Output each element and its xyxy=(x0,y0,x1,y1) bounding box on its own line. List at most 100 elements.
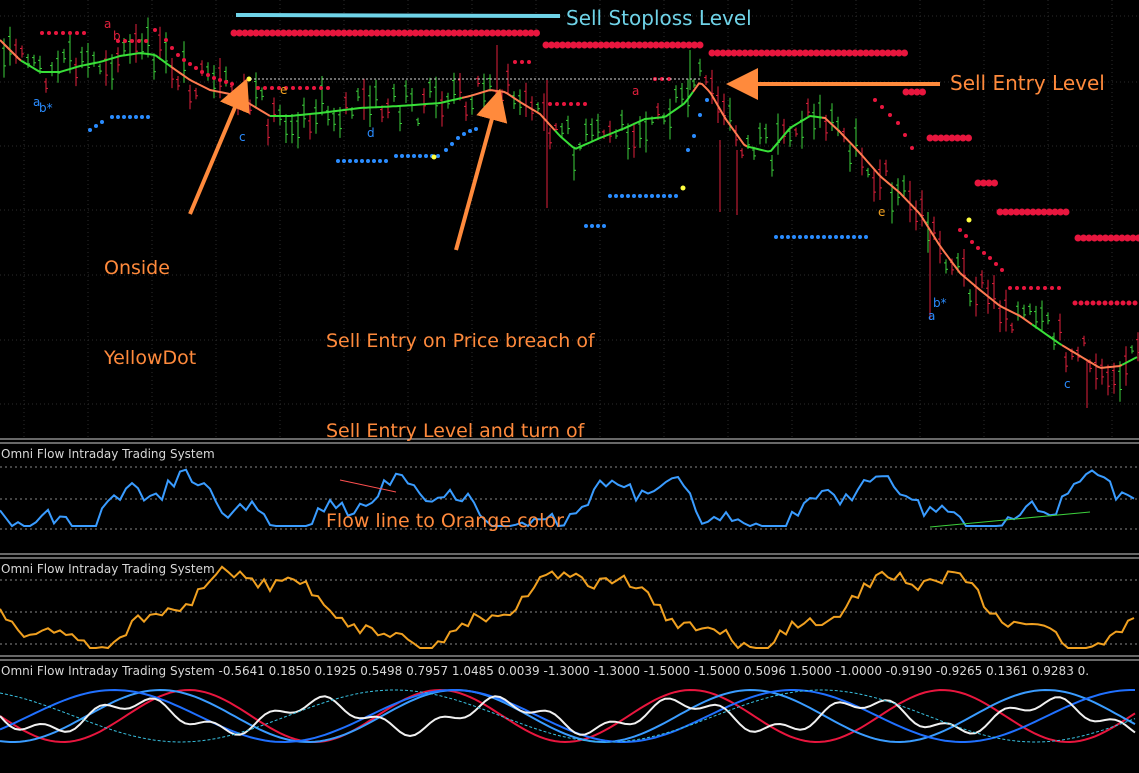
wave-label: e xyxy=(280,83,287,97)
sell-dot xyxy=(75,31,79,35)
sell-stop-dot xyxy=(1007,208,1015,216)
buy-dot xyxy=(418,154,422,158)
sell-stop-dot xyxy=(752,49,760,57)
onside-note-line1: Onside xyxy=(104,257,170,279)
sell-dot xyxy=(576,102,580,106)
sell-stop-dot xyxy=(1085,234,1093,242)
sell-stop-dot xyxy=(1029,208,1037,216)
sell-stop-dot xyxy=(769,49,776,57)
sell-dot xyxy=(47,31,51,35)
sell-stop-dot xyxy=(553,41,561,49)
sell-dot xyxy=(1102,300,1108,306)
sell-stop-dot xyxy=(390,29,397,37)
sell-stop-dot xyxy=(1102,234,1109,242)
sell-stop-dot xyxy=(674,41,682,49)
sell-stop-dot xyxy=(901,49,908,57)
sell-entry-breach-note: Sell Entry on Price breach of Sell Entry… xyxy=(326,266,595,566)
onside-yellowdot-note: Onside YellowDot xyxy=(104,193,196,403)
buy-dot xyxy=(584,224,588,228)
sell-stop-dot xyxy=(608,41,616,49)
sell-dot xyxy=(82,31,86,35)
sell-stop-dot xyxy=(401,29,408,37)
sell-dot xyxy=(970,240,974,244)
flow-segment xyxy=(270,96,463,117)
sell-stop-dot xyxy=(489,29,496,37)
sell-stop-dot xyxy=(636,41,643,49)
buy-dot xyxy=(786,235,790,239)
sell-stop-dot xyxy=(791,49,798,57)
sell-dot xyxy=(1057,286,1061,290)
sell-stop-dot xyxy=(1091,234,1098,242)
onside-note-line2: YellowDot xyxy=(104,347,197,369)
flow-segment xyxy=(554,91,694,150)
buy-dot xyxy=(450,142,454,146)
sell-dot xyxy=(548,102,552,106)
sell-dot xyxy=(230,82,234,86)
sell-stop-dot xyxy=(954,134,961,142)
sell-dot xyxy=(976,246,980,250)
sell-dot xyxy=(1132,300,1138,306)
sell-stop-dot xyxy=(258,29,265,37)
buy-dot xyxy=(462,132,466,136)
buy-dot xyxy=(468,129,472,133)
sell-stop-dot xyxy=(708,49,716,57)
sell-stop-dot xyxy=(362,29,370,37)
buy-dot xyxy=(686,148,690,152)
buy-dot xyxy=(602,224,606,228)
buy-dot xyxy=(110,115,114,119)
sell-stop-dot xyxy=(406,29,414,37)
sell-stop-dot xyxy=(1035,208,1042,216)
buy-dot xyxy=(620,194,624,198)
buy-dot xyxy=(100,120,104,124)
flow-segment xyxy=(1061,344,1123,369)
buy-dot xyxy=(596,224,600,228)
sell-dot xyxy=(176,53,180,57)
sell-stop-dot xyxy=(575,41,583,49)
yellow-dot xyxy=(680,185,686,191)
sell-stop-dot xyxy=(851,49,859,57)
sell-stop-dot xyxy=(1074,234,1082,242)
sell-stop-dot xyxy=(603,41,610,49)
oscillator3-name: Omni Flow Intraday Trading System xyxy=(1,664,215,678)
sell-stop-dot xyxy=(996,208,1004,216)
sell-stop-dot xyxy=(663,41,671,49)
sell-dot xyxy=(218,78,222,82)
flow-segment xyxy=(1121,356,1138,366)
sell-stop-dot xyxy=(263,29,271,37)
oscillator3-values: -0.5641 0.1850 0.1925 0.5498 0.7957 1.04… xyxy=(218,664,1090,678)
breach-arrow xyxy=(454,88,508,251)
sell-stop-dot xyxy=(807,49,815,57)
sell-stop-dot xyxy=(829,49,837,57)
oscillator-panels xyxy=(0,438,1139,744)
sell-stop-dot xyxy=(450,29,458,37)
sell-stop-dot xyxy=(714,49,721,57)
sell-dot xyxy=(326,86,330,90)
buy-dot xyxy=(384,159,388,163)
buy-dot xyxy=(128,115,132,119)
onside-arrow xyxy=(188,78,250,215)
sell-dot xyxy=(667,77,671,81)
sell-dot xyxy=(1000,268,1004,272)
sell-dot xyxy=(200,70,204,74)
sell-stop-dot xyxy=(368,29,375,37)
sell-dot xyxy=(583,102,587,106)
sell-stop-dot xyxy=(313,29,320,37)
sell-dot xyxy=(1126,300,1132,306)
sell-stop-dot xyxy=(1096,234,1104,242)
osc3-line xyxy=(0,688,1135,744)
sell-stop-dot xyxy=(774,49,782,57)
sell-stop-dot xyxy=(959,134,967,142)
sell-dot xyxy=(61,31,65,35)
sell-stop-dot xyxy=(570,41,577,49)
sell-stop-dot xyxy=(985,179,993,187)
sell-stop-dot xyxy=(1135,234,1139,242)
sell-stop-dot xyxy=(241,29,249,37)
breach-note-line2: Sell Entry Level and turn of xyxy=(326,420,585,442)
sell-stop-dot xyxy=(373,29,381,37)
buy-dot xyxy=(792,235,796,239)
sell-stop-dot xyxy=(456,29,463,37)
sell-dot xyxy=(263,86,267,90)
buy-dot xyxy=(474,127,478,131)
